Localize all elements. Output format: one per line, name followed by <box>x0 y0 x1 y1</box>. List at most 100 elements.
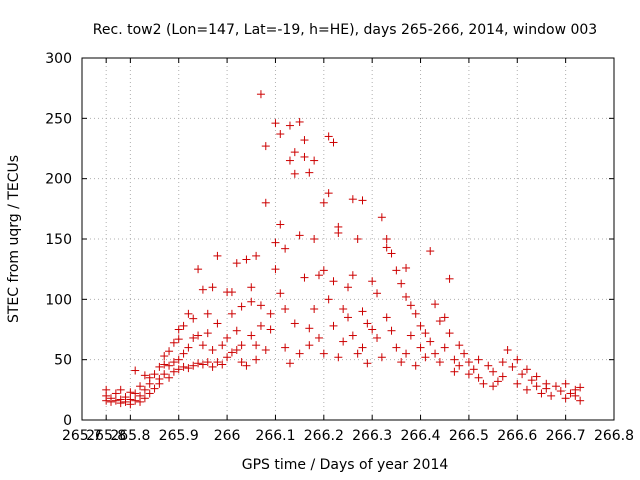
data-point <box>547 391 556 400</box>
data-point <box>556 387 565 396</box>
data-point <box>102 385 111 394</box>
data-point <box>450 367 459 376</box>
y-tick-label: 250 <box>45 111 72 127</box>
data-point <box>261 346 270 355</box>
data-point <box>227 348 236 357</box>
data-point <box>285 121 294 130</box>
data-point <box>300 136 309 145</box>
data-point <box>252 251 261 260</box>
data-point <box>474 373 483 382</box>
data-point <box>411 361 420 370</box>
data-point <box>353 235 362 243</box>
data-point <box>256 321 265 330</box>
data-point <box>184 309 193 318</box>
data-point <box>397 358 406 367</box>
data-point <box>464 358 473 367</box>
data-point <box>334 353 343 362</box>
data-point <box>489 367 498 376</box>
data-point <box>445 329 454 338</box>
data-point <box>276 289 285 298</box>
x-tick-label: 266.7 <box>546 428 586 444</box>
x-tick-label: 266.4 <box>400 428 440 444</box>
x-tick-label: 266 <box>214 428 241 444</box>
data-point <box>421 353 430 362</box>
x-tick-label: 266.8 <box>594 428 634 444</box>
data-point <box>232 259 241 268</box>
data-point <box>261 198 270 207</box>
data-point <box>145 373 154 382</box>
data-point <box>493 377 502 386</box>
data-point <box>242 255 251 264</box>
data-point <box>232 346 241 355</box>
data-point <box>140 371 149 380</box>
data-point <box>571 385 580 394</box>
data-point <box>532 382 541 391</box>
data-point <box>140 385 149 394</box>
data-point <box>160 360 169 369</box>
data-point <box>232 326 241 335</box>
data-point <box>416 321 425 330</box>
data-point <box>285 359 294 368</box>
data-point <box>382 243 391 252</box>
data-point <box>508 362 517 371</box>
data-point <box>305 341 314 350</box>
chart-title: Rec. tow2 (Lon=147, Lat=-19, h=HE), days… <box>93 22 597 38</box>
data-point <box>411 309 420 318</box>
data-point <box>566 389 575 398</box>
y-axis-label: STEC from uqrg / TECUs <box>6 155 22 323</box>
data-point <box>169 338 178 347</box>
y-tick-label: 50 <box>54 353 72 369</box>
data-point <box>344 313 352 322</box>
x-tick-label: 265.7 <box>62 428 102 444</box>
data-point <box>474 355 483 364</box>
data-point <box>203 309 212 318</box>
data-point <box>426 337 435 346</box>
data-point <box>368 277 377 286</box>
data-point <box>319 266 328 275</box>
x-tick-label: 266.2 <box>304 428 344 444</box>
data-point <box>290 319 299 328</box>
data-point <box>368 325 377 334</box>
data-point <box>426 247 435 256</box>
data-point <box>256 301 265 310</box>
data-point <box>285 156 294 165</box>
data-point <box>435 317 444 326</box>
data-point <box>116 399 125 408</box>
data-point <box>194 331 203 340</box>
data-point <box>421 329 430 338</box>
y-tick-label: 150 <box>45 232 72 248</box>
data-point <box>213 251 222 260</box>
data-point <box>208 362 217 371</box>
data-point <box>319 349 328 358</box>
data-point <box>252 355 261 364</box>
data-point <box>160 370 169 379</box>
data-point <box>402 349 411 358</box>
data-point <box>213 319 222 328</box>
data-point <box>242 361 251 370</box>
x-axis-label: GPS time / Days of year 2014 <box>242 457 449 473</box>
data-point <box>440 313 449 322</box>
data-point <box>281 244 290 253</box>
data-point <box>165 373 174 382</box>
data-point <box>387 249 396 258</box>
data-point <box>179 349 188 358</box>
data-point <box>527 376 536 385</box>
data-point <box>300 152 309 161</box>
data-point <box>484 361 493 370</box>
data-point <box>329 138 338 147</box>
y-tick-label: 200 <box>45 172 72 188</box>
data-point <box>169 367 178 376</box>
data-point <box>218 341 227 350</box>
data-point <box>363 319 372 328</box>
data-point <box>358 343 367 352</box>
x-tick-label: 265.9 <box>159 428 199 444</box>
data-point <box>126 388 135 397</box>
data-point <box>324 189 333 198</box>
data-point <box>314 271 323 280</box>
data-point <box>416 343 425 352</box>
data-point <box>198 285 207 294</box>
data-point <box>551 382 560 391</box>
data-point <box>513 355 522 364</box>
